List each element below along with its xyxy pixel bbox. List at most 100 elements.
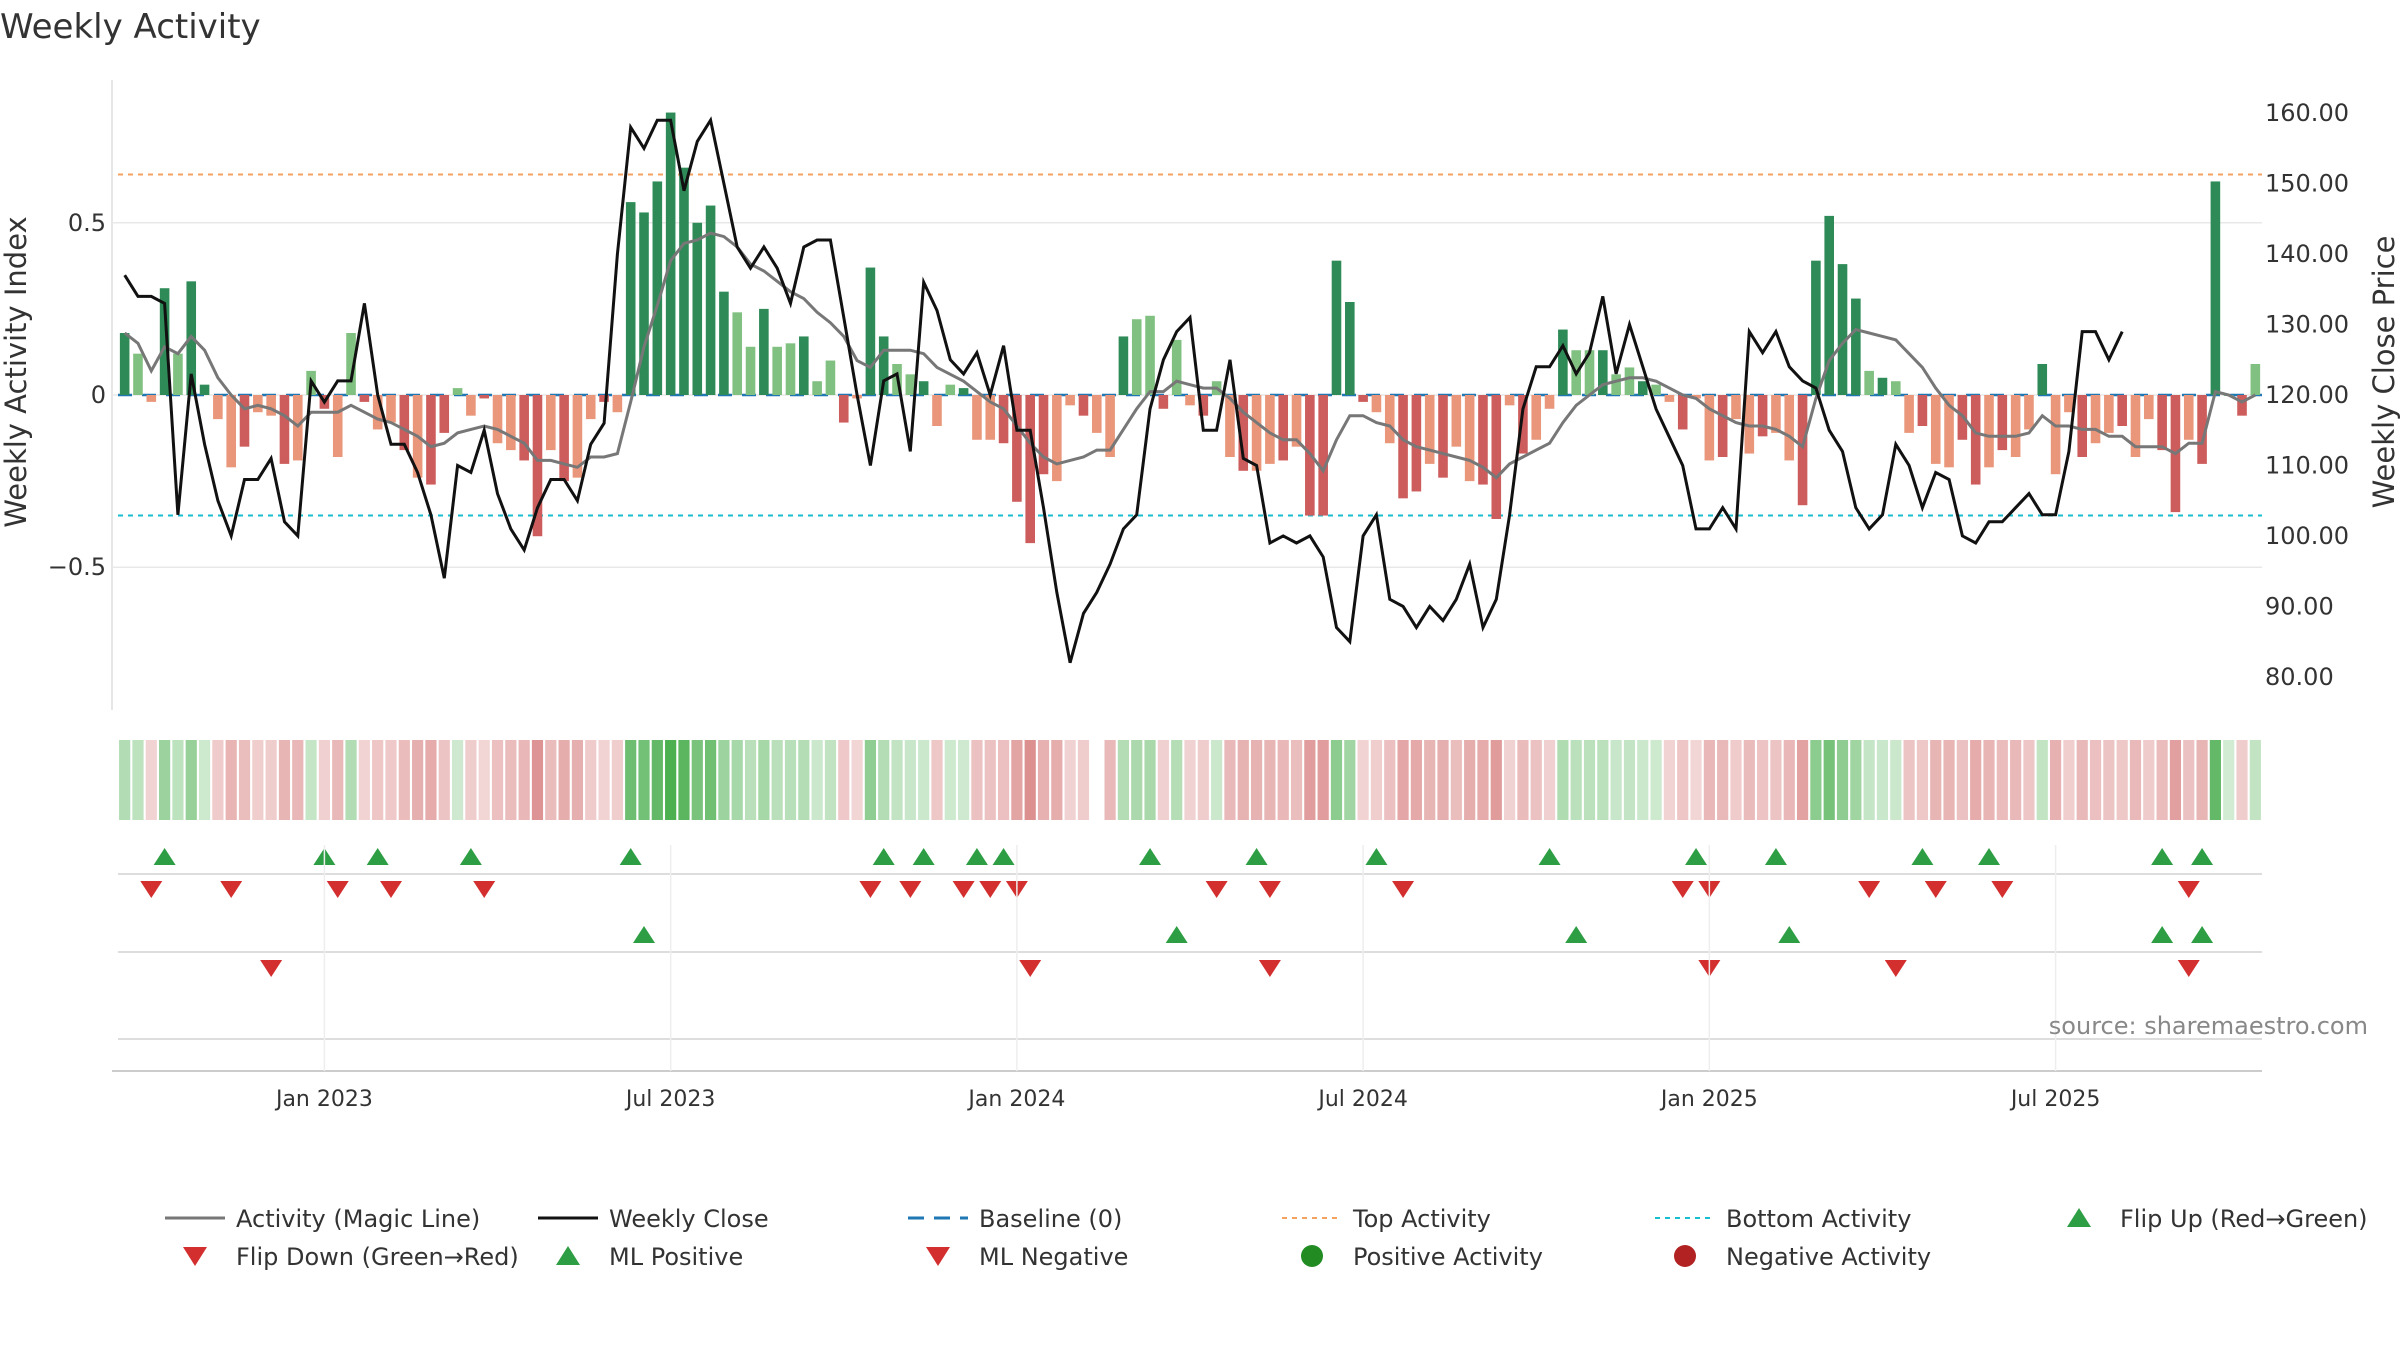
negative-activity-bar (599, 395, 609, 402)
negative-activity-bar (1784, 395, 1795, 461)
flip-down-marker (1258, 881, 1281, 898)
positive-activity-bar (1584, 350, 1595, 395)
negative-activity-bar (1744, 395, 1755, 454)
heat-cell (1131, 740, 1143, 820)
heat-cell (1410, 740, 1422, 820)
heat-cell (198, 740, 211, 820)
negative-activity-bar (1238, 395, 1249, 471)
heat-cell (758, 740, 770, 820)
positive-activity-bar (1171, 339, 1182, 395)
negative-activity-bar (239, 395, 250, 447)
heat-cell (864, 740, 876, 820)
flip-up-marker (1911, 848, 1934, 865)
reference-lines (118, 173, 2262, 517)
heat-cell (2076, 740, 2088, 820)
heat-cell (1983, 740, 1995, 820)
heat-cell (1290, 740, 1303, 820)
ml-signal-row (118, 926, 2262, 1040)
heat-cell (638, 740, 650, 820)
x-tick-label: Jan 2025 (1659, 1087, 1758, 1112)
flip-down-marker (140, 881, 163, 898)
heat-cell (212, 740, 224, 820)
negative-activity-bar (1704, 395, 1715, 461)
heat-cell (585, 740, 597, 820)
heat-cell (1477, 740, 1489, 820)
positive-activity-bar (878, 336, 889, 395)
heat-cell (132, 740, 144, 820)
right-tick-label: 150.00 (2265, 170, 2349, 198)
x-tick-label: Jul 2023 (624, 1087, 716, 1112)
negative-activity-bar (1544, 395, 1555, 409)
flip-up-marker (1538, 848, 1561, 865)
heat-cell (1077, 740, 1090, 820)
heat-cell (1384, 740, 1396, 820)
heat-cell (1996, 740, 2008, 820)
negative-activity-bar (2050, 395, 2061, 475)
heat-cell (918, 740, 930, 820)
left-axis-label: Weekly Activity Index (0, 216, 33, 527)
negative-activity-bar (1052, 395, 1062, 482)
left-tick-label: 0.5 (68, 209, 106, 237)
flip-up-marker (459, 848, 482, 865)
positive-activity-bar (772, 346, 782, 395)
negative-activity-bar (1970, 395, 1981, 485)
negative-activity-bar (585, 395, 596, 420)
positive-activity-bar (1637, 381, 1648, 395)
ml-positive-marker (633, 926, 656, 943)
heat-cell (505, 740, 517, 820)
negative-activity-bar (2157, 395, 2167, 451)
heat-cell (1717, 740, 1729, 820)
negative-activity-bar (2010, 395, 2021, 457)
ml-positive-marker (1778, 926, 1801, 943)
negative-activity-bar (492, 395, 503, 444)
heat-cell (1224, 740, 1236, 820)
flip-up-marker (1139, 848, 1162, 865)
legend-item: Weekly Close (538, 1205, 769, 1233)
positive-activity-bar (1598, 350, 1608, 395)
legend-label: Flip Up (Red→Green) (2120, 1205, 2368, 1233)
negative-activity-bar (1278, 395, 1289, 461)
positive-activity-bar (1890, 381, 1901, 395)
heat-cell (798, 740, 810, 820)
right-tick-label: 120.00 (2265, 381, 2349, 409)
heat-cell (238, 740, 251, 820)
negative-activity-bar (2104, 395, 2114, 433)
legend-item: Activity (Magic Line) (165, 1205, 480, 1233)
negative-activity-bar (1757, 395, 1768, 437)
heat-cell (1051, 740, 1063, 820)
heat-cell (731, 740, 743, 820)
heat-cell (1796, 740, 1809, 820)
positive-activity-bar (732, 312, 743, 395)
heat-cell (784, 740, 797, 820)
positive-activity-bar (785, 343, 796, 395)
positive-activity-bar (679, 167, 689, 395)
heat-cell (1104, 740, 1116, 820)
negative-activity-bar (972, 395, 982, 440)
positive-activity-bar (1331, 260, 1342, 395)
flip-down-marker (220, 881, 243, 898)
heat-cell (1117, 740, 1130, 820)
negative-activity-bar (1451, 395, 1462, 447)
heat-cell (691, 740, 703, 820)
positive-activity-bar (799, 336, 809, 395)
negative-activity-bar (1158, 395, 1169, 409)
heat-cell (1264, 740, 1276, 820)
positive-activity-bar (652, 181, 663, 395)
negative-activity-bar (359, 395, 370, 402)
negative-activity-bar (1478, 395, 1488, 485)
positive-activity-bar (745, 346, 756, 395)
negative-activity-bar (1797, 395, 1808, 506)
positive-activity-bar (199, 384, 210, 395)
negative-activity-bar (2197, 395, 2207, 464)
heat-cell (1836, 740, 1849, 820)
positive-activity-bar (1145, 315, 1155, 395)
negative-activity-bar (1944, 395, 1954, 468)
negative-activity-bar (546, 395, 556, 451)
heat-cell (1597, 740, 1609, 820)
negative-activity-bar (399, 395, 410, 451)
heat-cell (1956, 740, 1968, 820)
heat-cell (185, 740, 197, 820)
heat-cell (1464, 740, 1476, 820)
chart-title: Weekly Activity (0, 7, 261, 47)
